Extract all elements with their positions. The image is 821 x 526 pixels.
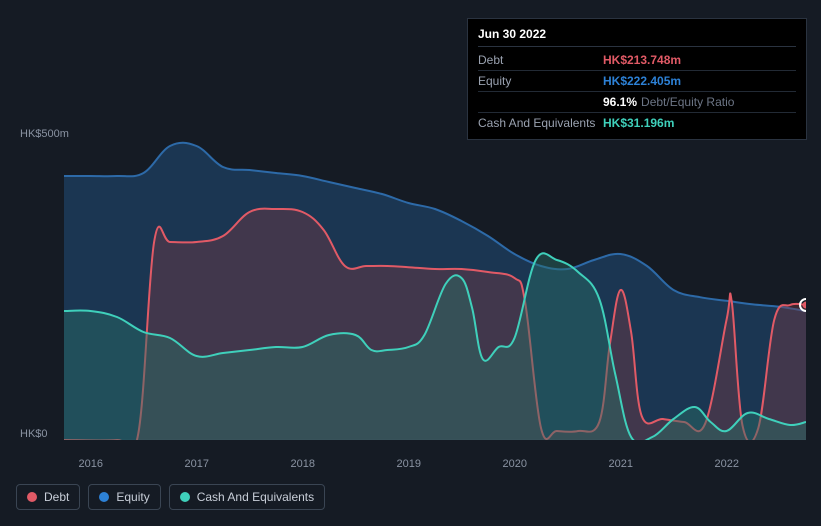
y-tick-label: HK$500m <box>20 128 69 140</box>
tooltip-row: EquityHK$222.405m <box>478 71 796 92</box>
tooltip-ratio: 96.1%Debt/Equity Ratio <box>603 93 734 111</box>
tooltip-row: DebtHK$213.748m <box>478 50 796 71</box>
tooltip-value: HK$31.196m <box>603 114 674 132</box>
tooltip-row: Cash And EquivalentsHK$31.196m <box>478 113 796 133</box>
x-tick-label: 2022 <box>715 458 739 470</box>
area-chart <box>16 140 806 440</box>
chart-tooltip: Jun 30 2022 DebtHK$213.748mEquityHK$222.… <box>467 18 807 140</box>
tooltip-row: 96.1%Debt/Equity Ratio <box>478 92 796 113</box>
tooltip-label: Cash And Equivalents <box>478 114 603 132</box>
legend-swatch <box>180 492 190 502</box>
tooltip-label: Debt <box>478 51 603 69</box>
x-tick-label: 2019 <box>397 458 421 470</box>
tooltip-label <box>478 93 603 111</box>
y-tick-label: HK$0 <box>20 428 48 440</box>
chart-legend: Debt Equity Cash And Equivalents <box>16 484 325 510</box>
legend-swatch <box>99 492 109 502</box>
legend-item-debt[interactable]: Debt <box>16 484 80 510</box>
legend-label: Debt <box>44 490 69 504</box>
legend-label: Cash And Equivalents <box>197 490 314 504</box>
x-tick-label: 2017 <box>185 458 209 470</box>
x-tick-label: 2018 <box>291 458 315 470</box>
x-tick-label: 2020 <box>503 458 527 470</box>
tooltip-label: Equity <box>478 72 603 90</box>
tooltip-value: HK$222.405m <box>603 72 681 90</box>
tooltip-value: HK$213.748m <box>603 51 681 69</box>
x-tick-label: 2021 <box>609 458 633 470</box>
legend-swatch <box>27 492 37 502</box>
x-tick-label: 2016 <box>79 458 103 470</box>
tooltip-title: Jun 30 2022 <box>478 25 796 47</box>
legend-label: Equity <box>116 490 149 504</box>
legend-item-equity[interactable]: Equity <box>88 484 160 510</box>
legend-item-cash-and-equivalents[interactable]: Cash And Equivalents <box>169 484 325 510</box>
